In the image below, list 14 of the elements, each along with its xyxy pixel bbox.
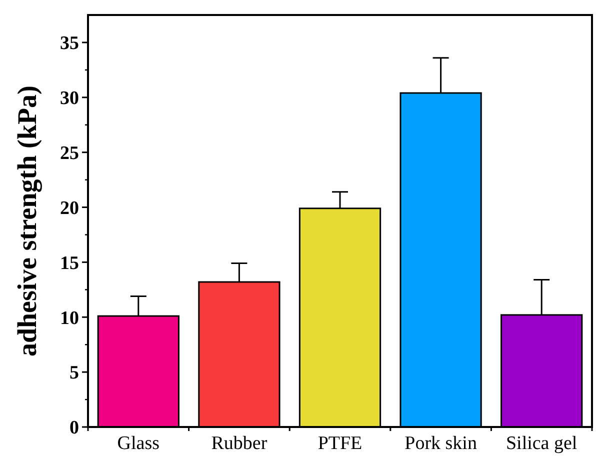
- y-tick-label: 25: [60, 142, 79, 164]
- x-tick-label: Rubber: [211, 433, 268, 454]
- y-tick-label: 30: [60, 88, 79, 110]
- y-tick-label: 15: [60, 252, 79, 274]
- x-tick-label: Glass: [117, 433, 160, 454]
- y-axis-title: adhesive strength (kPa): [12, 85, 42, 357]
- y-tick-label: 20: [60, 198, 79, 219]
- x-tick-label: Silica gel: [506, 433, 578, 454]
- x-tick-label: Pork skin: [404, 433, 478, 454]
- y-tick-label: 5: [70, 362, 79, 384]
- y-tick-label: 0: [70, 418, 79, 439]
- x-tick-label: PTFE: [318, 433, 362, 454]
- y-tick-label: 10: [60, 308, 79, 329]
- y-tick-label: 35: [60, 33, 79, 54]
